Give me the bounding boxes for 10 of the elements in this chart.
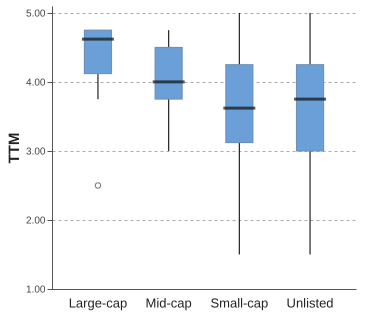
y-axis-title: TTM	[6, 132, 24, 164]
y-tick-label: 1.00	[26, 284, 46, 296]
y-tick-label: 4.00	[26, 77, 46, 88]
y-tick-label: 2.00	[26, 215, 46, 226]
y-tick-label: 5.00	[26, 8, 46, 20]
x-tick-label: Unlisted	[286, 296, 334, 310]
x-tick-label: Mid-cap	[146, 296, 192, 310]
x-tick-label: Large-cap	[68, 296, 128, 310]
x-tick-label: Small-cap	[210, 296, 268, 310]
y-tick-label: 3.00	[26, 146, 46, 158]
